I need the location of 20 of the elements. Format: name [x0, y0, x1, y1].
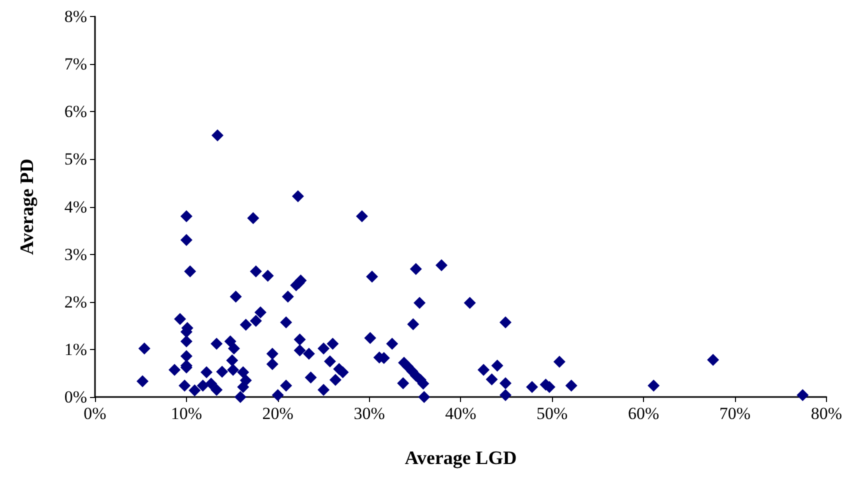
y-tick-label: 1% [64, 340, 87, 359]
x-tick-label: 60% [628, 404, 660, 423]
x-tick-label: 50% [536, 404, 568, 423]
x-tick-label: 20% [262, 404, 294, 423]
x-tick-label: 30% [354, 404, 385, 423]
x-tick-label: 0% [84, 404, 106, 423]
x-tick-label: 80% [810, 404, 842, 423]
y-tick-label: 6% [64, 102, 87, 122]
y-tick-label: 3% [64, 244, 87, 264]
y-tick-label: 4% [64, 197, 87, 216]
y-tick-label: 5% [64, 150, 87, 169]
x-tick-label: 70% [719, 404, 751, 423]
y-tick-label: 7% [64, 54, 87, 74]
x-axis-title: Average LGD [404, 448, 517, 469]
y-tick-label: 0% [64, 388, 87, 406]
y-tick-label: 2% [64, 292, 87, 312]
y-axis-title: Average PD [17, 158, 38, 255]
x-tick-label: 10% [170, 404, 202, 423]
x-tick-label: 40% [445, 404, 476, 423]
y-tick-label: 8% [64, 7, 87, 26]
